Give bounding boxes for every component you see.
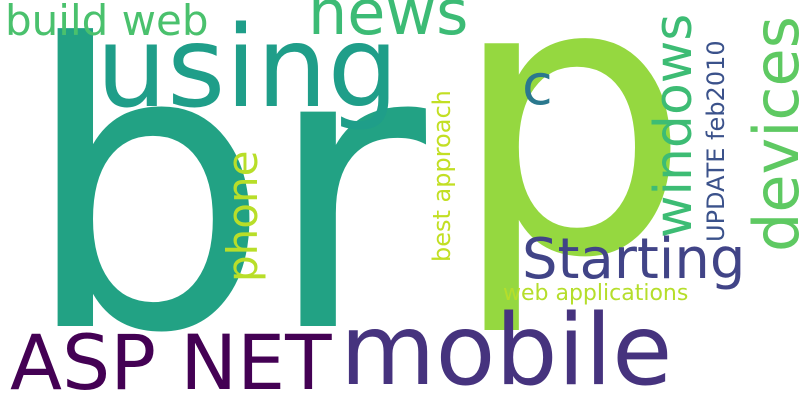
word-starting: Starting (522, 227, 746, 292)
word-best-approach: best approach (428, 90, 456, 262)
word-phone: phone (218, 150, 267, 282)
word-update-feb2010: UPDATE feb2010 (702, 40, 730, 242)
word-web-applications: web applications (503, 281, 689, 306)
word-windows: windows (644, 13, 704, 238)
word-devices: devices (740, 16, 800, 252)
word-mobile: mobile (340, 294, 673, 400)
word-using: using (96, 3, 399, 133)
word-br: br (22, 0, 426, 400)
word-build-web: build web (5, 0, 209, 45)
word-p: p (450, 0, 692, 341)
word-asp-net: ASP NET (10, 318, 332, 400)
word-c: c (522, 53, 553, 118)
word-news: news (308, 0, 469, 49)
